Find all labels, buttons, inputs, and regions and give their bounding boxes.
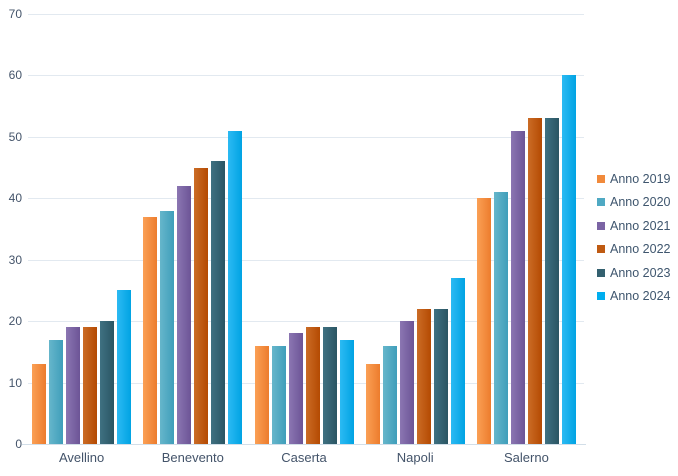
bar-anno-2019-benevento	[143, 216, 158, 444]
bar-anno-2021-benevento	[177, 186, 192, 444]
bar-anno-2020-avellino	[49, 339, 64, 444]
bar-anno-2019-napoli	[365, 364, 380, 444]
bar-anno-2024-salerno	[561, 75, 576, 444]
legend-label-anno-2024: Anno 2024	[610, 289, 671, 304]
bar-group-caserta	[248, 14, 359, 444]
legend: Anno 2019 Anno 2020 Anno 2021 Anno 2022 Anno…	[597, 167, 670, 308]
bar-anno-2019-caserta	[254, 345, 269, 444]
legend-item-anno-2023: Anno 2023	[597, 261, 670, 285]
legend-item-anno-2020: Anno 2020	[597, 191, 670, 215]
bar-anno-2021-napoli	[399, 321, 414, 444]
bar-anno-2020-salerno	[493, 192, 508, 444]
legend-swatch-anno-2022	[597, 245, 605, 254]
bar-anno-2020-benevento	[160, 210, 175, 444]
bar-anno-2024-napoli	[450, 278, 465, 444]
y-axis-tick-label-10: 10	[8, 375, 22, 390]
legend-item-anno-2019: Anno 2019	[597, 167, 670, 191]
bar-anno-2019-salerno	[476, 198, 491, 444]
x-axis: Avellino Benevento Caserta Napoli Salerno	[26, 450, 582, 465]
bar-anno-2020-napoli	[382, 345, 397, 444]
legend-label-anno-2019: Anno 2019	[610, 171, 671, 186]
bar-anno-2021-salerno	[510, 130, 525, 444]
x-axis-category-label-benevento: Benevento	[161, 450, 224, 465]
bar-anno-2023-benevento	[211, 161, 226, 444]
y-axis-tick-label-30: 30	[8, 252, 22, 267]
bar-anno-2022-caserta	[305, 327, 320, 444]
x-axis-category-label-avellino: Avellino	[58, 450, 105, 465]
bar-anno-2023-napoli	[433, 308, 448, 444]
y-axis-tick-label-20: 20	[8, 314, 22, 329]
bar-anno-2022-napoli	[416, 308, 431, 444]
bar-group-napoli	[360, 14, 471, 444]
x-axis-category-label-caserta: Caserta	[281, 450, 327, 465]
bar-anno-2021-avellino	[66, 327, 81, 444]
x-axis-category-label-napoli: Napoli	[396, 450, 434, 465]
bar-anno-2022-benevento	[194, 167, 209, 444]
bar-anno-2023-avellino	[100, 321, 115, 444]
legend-label-anno-2021: Anno 2021	[610, 218, 671, 233]
y-axis-tick-label-60: 60	[8, 68, 22, 83]
legend-item-anno-2021: Anno 2021	[597, 214, 670, 238]
legend-item-anno-2024: Anno 2024	[597, 285, 670, 309]
legend-swatch-anno-2024	[597, 292, 605, 301]
y-axis-tick-label-50: 50	[8, 129, 22, 144]
bar-group-avellino	[26, 14, 137, 444]
bar-group-salerno	[471, 14, 582, 444]
gridline-70	[28, 14, 584, 15]
bar-anno-2022-avellino	[83, 327, 98, 444]
plot-area	[26, 14, 582, 444]
legend-label-anno-2023: Anno 2023	[610, 265, 671, 280]
gridline-50	[28, 136, 584, 138]
bar-anno-2024-avellino	[117, 290, 132, 444]
legend-label-anno-2020: Anno 2020	[610, 195, 671, 210]
gridline-60	[28, 75, 584, 77]
y-axis-tick-label-40: 40	[8, 191, 22, 206]
bar-anno-2021-caserta	[288, 333, 303, 444]
bar-anno-2024-benevento	[228, 130, 243, 444]
bar-anno-2023-salerno	[544, 118, 559, 444]
legend-swatch-anno-2023	[597, 268, 605, 277]
legend-swatch-anno-2019	[597, 174, 605, 183]
bar-anno-2023-caserta	[322, 327, 337, 444]
gridline-30	[28, 259, 584, 261]
x-axis-category-label-salerno: Salerno	[504, 450, 549, 465]
y-axis-tick-label-70: 70	[8, 7, 22, 21]
legend-item-anno-2022: Anno 2022	[597, 238, 670, 262]
bar-anno-2022-salerno	[527, 118, 542, 444]
y-axis-tick-label-0: 0	[15, 437, 22, 451]
gridline-40	[28, 198, 584, 200]
x-axis-line	[22, 444, 586, 445]
legend-label-anno-2022: Anno 2022	[610, 242, 671, 257]
gridline-20	[28, 321, 584, 323]
bar-anno-2019-avellino	[32, 364, 47, 444]
bar-group-benevento	[137, 14, 248, 444]
legend-swatch-anno-2020	[597, 198, 605, 207]
bar-anno-2020-caserta	[271, 345, 286, 444]
bar-anno-2024-caserta	[339, 339, 354, 444]
legend-swatch-anno-2021	[597, 221, 605, 230]
